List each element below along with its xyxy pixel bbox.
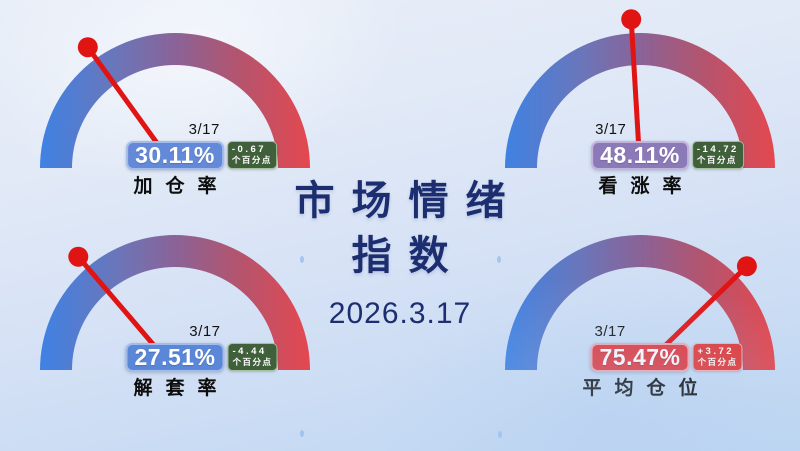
change-unit: 个百分点 xyxy=(232,357,273,367)
gauge-label: 看涨率 xyxy=(598,176,695,197)
gauge-value: 48.11% xyxy=(600,142,680,168)
value-badge: 30.11% 3/17 -0.67 个百分点 xyxy=(126,121,277,170)
gauge-label: 解套率 xyxy=(133,378,230,399)
gauge-value: 75.47% xyxy=(599,344,681,370)
decorative-dot xyxy=(300,430,304,437)
gauge-arc-track xyxy=(40,33,310,168)
gauge-arc-track xyxy=(505,33,775,168)
change-badge: -0.67 个百分点 xyxy=(226,141,277,169)
change-value: +3.72 xyxy=(697,346,735,357)
gauge-date: 3/17 xyxy=(188,121,220,138)
change-unit: 个百分点 xyxy=(696,155,737,165)
gauge-label: 平均仓位 xyxy=(582,378,711,399)
change-badge: +3.72 个百分点 xyxy=(692,343,743,371)
change-unit: 个百分点 xyxy=(697,357,738,367)
gauge-needle-dot xyxy=(77,37,98,58)
value-badge: 48.11% 3/17 -14.72 个百分点 xyxy=(591,121,744,170)
decorative-dot xyxy=(300,256,304,263)
gauge-date: 3/17 xyxy=(595,121,627,138)
gauge-value: 30.11% xyxy=(135,142,215,168)
change-badge: -4.44 个百分点 xyxy=(227,343,278,371)
decorative-dot xyxy=(498,431,502,438)
gauge-value: 27.51% xyxy=(134,344,216,370)
gauge-arc-track xyxy=(40,235,310,370)
gauge-pingjuncangwei: 75.47% 3/17 +3.72 个百分点 平均仓位 xyxy=(500,202,780,407)
value-badge: 75.47% 3/17 +3.72 个百分点 xyxy=(590,323,743,372)
change-value: -4.44 xyxy=(232,346,267,357)
gauge-jiacanglv: 30.11% 3/17 -0.67 个百分点 加仓率 xyxy=(35,0,315,205)
change-value: -0.67 xyxy=(231,144,267,155)
gauge-jietaolv: 27.51% 3/17 -4.44 个百分点 解套率 xyxy=(35,202,315,407)
gauge-kanzhanglv: 48.11% 3/17 -14.72 个百分点 看涨率 xyxy=(500,0,780,205)
value-badge: 27.51% 3/17 -4.44 个百分点 xyxy=(125,323,278,372)
gauge-needle-dot xyxy=(68,246,89,267)
decorative-dot xyxy=(497,256,501,263)
change-unit: 个百分点 xyxy=(231,155,272,165)
change-badge: -14.72 个百分点 xyxy=(691,141,744,169)
gauge-date: 3/17 xyxy=(594,323,626,340)
change-value: -14.72 xyxy=(696,144,739,155)
gauge-needle-dot xyxy=(736,256,757,277)
gauge-date: 3/17 xyxy=(189,323,221,340)
gauge-label: 加仓率 xyxy=(133,176,230,197)
gauge-needle-dot xyxy=(621,9,642,30)
gauge-arc-track xyxy=(505,235,775,370)
